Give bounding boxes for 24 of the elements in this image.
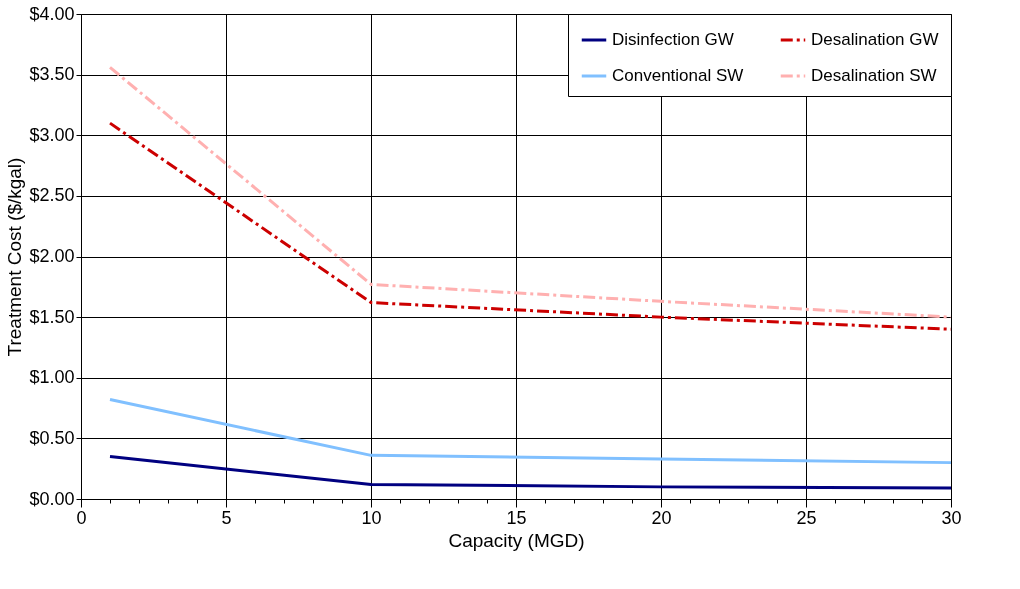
x-tick-label: 10 (361, 507, 382, 528)
x-tick-label: 0 (76, 507, 87, 528)
y-tick-label: $0.00 (29, 488, 75, 509)
legend-label: Conventional SW (612, 66, 744, 85)
y-tick-label: $1.50 (29, 306, 75, 327)
x-tick-label: 30 (941, 507, 962, 528)
legend-label: Disinfection GW (612, 30, 734, 49)
x-tick-label: 15 (506, 507, 527, 528)
y-tick-label: $3.50 (29, 64, 75, 85)
line-series (108, 398, 953, 465)
y-tick-label: $0.50 (29, 427, 75, 448)
y-tick-label: $1.00 (29, 367, 75, 388)
y-axis-title: Treatment Cost ($/kgal) (4, 157, 26, 357)
x-tick-label: 5 (221, 507, 232, 528)
y-tick-label: $4.00 (29, 3, 75, 24)
x-tick-label: 20 (651, 507, 672, 528)
y-tick-label: $3.00 (29, 124, 75, 145)
x-tick-label: 25 (796, 507, 817, 528)
y-tick-label: $2.00 (29, 246, 75, 266)
legend-label: Desalination SW (811, 66, 937, 85)
line-series (108, 455, 953, 490)
legend-label: Desalination GW (811, 30, 939, 49)
y-tick-label: $2.50 (29, 185, 75, 206)
x-axis-title: Capacity (MGD) (448, 529, 585, 551)
